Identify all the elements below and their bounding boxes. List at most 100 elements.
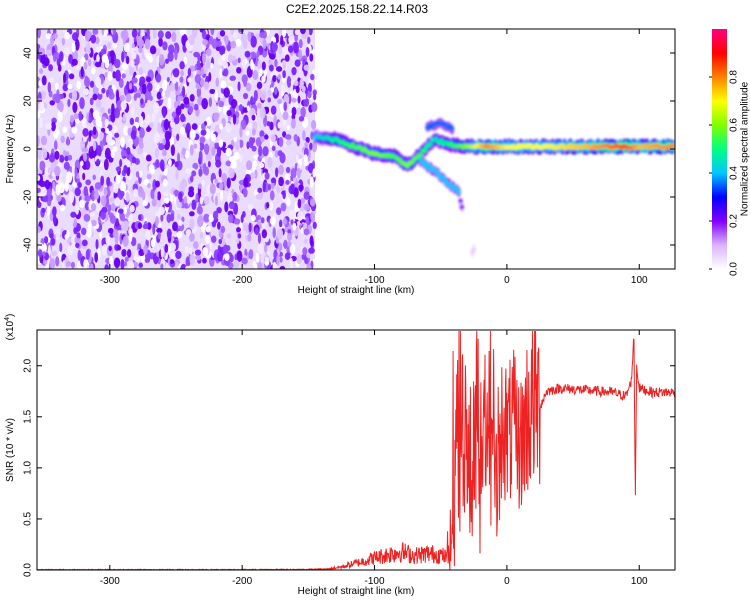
- noise-speckle: [278, 219, 283, 228]
- noise-speckle: [188, 34, 195, 46]
- noise-speckle: [274, 88, 278, 95]
- noise-speckle: [247, 122, 253, 129]
- noise-speckle: [258, 162, 265, 168]
- noise-speckle: [184, 245, 189, 254]
- noise-speckle: [143, 244, 148, 255]
- noise-speckle: [81, 147, 89, 153]
- noise-speckle: [120, 258, 125, 269]
- noise-speckle: [258, 145, 263, 157]
- noise-speckle: [46, 188, 52, 198]
- noise-speckle: [151, 112, 156, 122]
- noise-speckle: [178, 191, 183, 203]
- noise-speckle: [83, 259, 88, 269]
- noise-speckle: [183, 56, 188, 66]
- noise-speckle: [260, 217, 265, 224]
- noise-speckle: [78, 111, 83, 122]
- noise-speckle: [208, 97, 213, 108]
- noise-speckle: [39, 180, 46, 188]
- noise-speckle: [296, 253, 302, 265]
- noise-speckle: [187, 189, 195, 198]
- noise-speckle: [72, 32, 79, 41]
- noise-speckle: [169, 213, 175, 222]
- noise-speckle: [92, 174, 96, 181]
- noise-speckle: [156, 227, 163, 234]
- noise-speckle: [198, 168, 203, 177]
- noise-speckle: [48, 154, 56, 163]
- noise-speckle: [251, 97, 256, 104]
- noise-speckle: [162, 79, 168, 92]
- noise-speckle: [105, 127, 110, 135]
- noise-speckle: [267, 97, 272, 103]
- noise-speckle: [200, 67, 205, 76]
- noise-speckle: [146, 222, 152, 230]
- noise-speckle: [37, 161, 40, 168]
- noise-speckle: [109, 255, 114, 266]
- noise-speckle: [206, 57, 211, 69]
- noise-speckle: [114, 58, 121, 69]
- noise-speckle: [310, 73, 315, 81]
- noise-speckle: [128, 214, 134, 222]
- noise-speckle: [59, 154, 65, 163]
- noise-speckle: [199, 196, 204, 205]
- noise-speckle: [71, 58, 78, 66]
- noise-speckle: [196, 60, 201, 68]
- noise-speckle: [121, 62, 129, 71]
- noise-speckle: [226, 110, 232, 117]
- noise-speckle: [289, 257, 293, 269]
- noise-speckle: [157, 122, 162, 134]
- noise-speckle: [71, 165, 75, 176]
- noise-speckle: [139, 76, 146, 85]
- noise-speckle: [99, 106, 105, 114]
- noise-speckle: [77, 182, 82, 188]
- y-tick-label: 0.0: [23, 563, 34, 577]
- noise-speckle: [302, 130, 306, 141]
- noise-speckle: [288, 35, 295, 45]
- noise-speckle: [113, 183, 119, 194]
- noise-speckle: [243, 177, 249, 188]
- noise-speckle: [190, 175, 194, 183]
- noise-speckle: [260, 136, 265, 143]
- noise-speckle: [104, 264, 109, 269]
- noise-speckle: [77, 249, 82, 261]
- noise-speckle: [250, 58, 254, 71]
- noise-speckle: [245, 222, 249, 234]
- noise-speckle: [243, 186, 248, 198]
- noise-speckle: [115, 89, 120, 102]
- noise-speckle: [137, 222, 143, 230]
- noise-speckle: [298, 184, 304, 192]
- noise-speckle: [268, 53, 276, 60]
- noise-speckle: [163, 118, 170, 131]
- noise-speckle: [265, 106, 270, 114]
- noise-speckle: [46, 205, 51, 217]
- noise-speckle: [109, 197, 116, 203]
- y-tick-label: -40: [23, 237, 34, 252]
- noise-speckle: [289, 209, 294, 220]
- noise-speckle: [230, 40, 237, 49]
- noise-speckle: [310, 119, 317, 130]
- noise-speckle: [50, 238, 56, 246]
- noise-speckle: [167, 51, 174, 62]
- noise-speckle: [123, 164, 128, 174]
- noise-speckle: [53, 140, 58, 151]
- noise-speckle: [141, 83, 147, 95]
- noise-speckle: [203, 143, 210, 155]
- noise-speckle: [37, 174, 41, 182]
- noise-speckle: [224, 201, 229, 213]
- noise-speckle: [60, 135, 65, 144]
- noise-speckle: [211, 133, 217, 142]
- noise-speckle: [137, 243, 142, 249]
- noise-speckle: [100, 175, 105, 186]
- noise-speckle: [309, 235, 314, 247]
- noise-speckle: [200, 123, 206, 131]
- noise-speckle: [256, 50, 260, 58]
- noise-speckle: [126, 146, 131, 155]
- noise-speckle: [105, 133, 113, 145]
- x-tick-label: 0: [504, 275, 510, 286]
- noise-speckle: [100, 195, 107, 207]
- noise-speckle: [103, 187, 108, 196]
- noise-speckle: [175, 105, 182, 116]
- noise-speckle: [121, 51, 125, 63]
- noise-speckle: [282, 29, 287, 38]
- noise-speckle: [257, 187, 263, 193]
- noise-speckle: [103, 158, 109, 171]
